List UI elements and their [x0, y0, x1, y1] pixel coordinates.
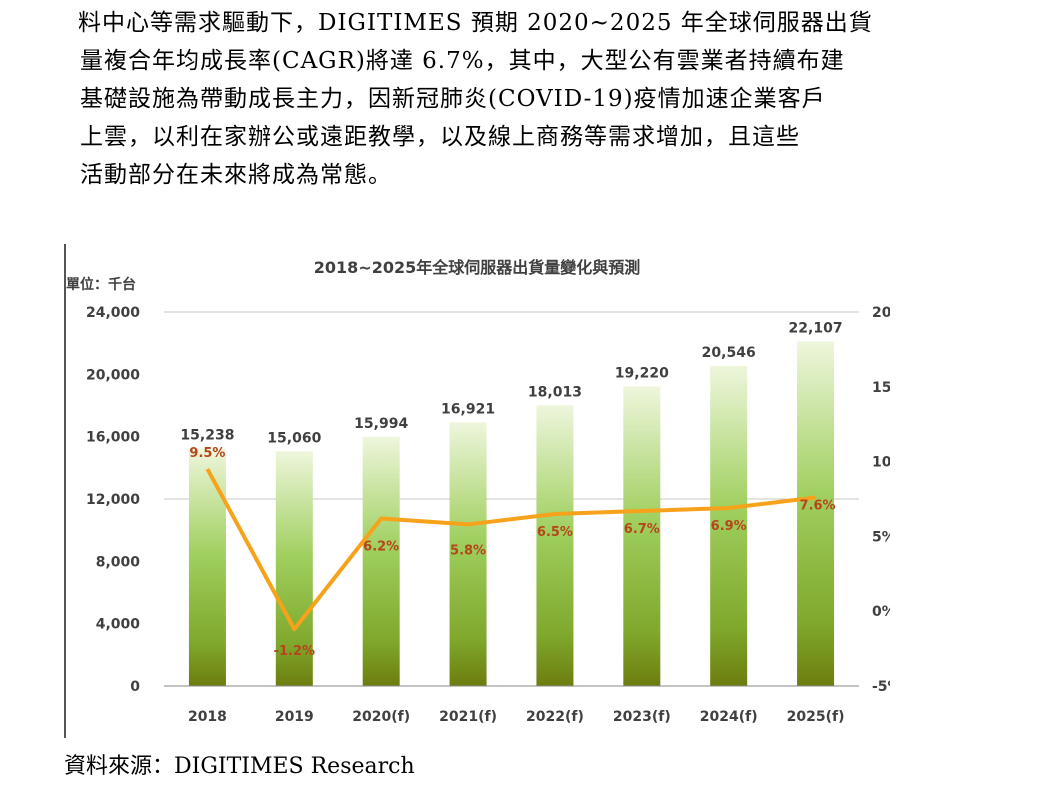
y-right-tick-label: 20%	[872, 305, 890, 321]
y-left-tick-label: 0	[130, 679, 140, 695]
y-right-tick-label: 0%	[872, 604, 890, 620]
paragraph-line: 基礎設施為帶動成長主力，因新冠肺炎(COVID-19)疫情加速企業客戶	[80, 86, 826, 112]
bar	[275, 451, 313, 686]
bar	[362, 436, 400, 686]
growth-rate-label: 5.8%	[450, 543, 486, 558]
x-tick-label: 2018	[188, 709, 227, 725]
bar	[797, 341, 835, 686]
bar-value-label: 15,994	[354, 416, 408, 432]
bar-value-label: 18,013	[528, 384, 582, 400]
x-tick-label: 2025(f)	[787, 709, 845, 725]
y-right-tick-label: 15%	[872, 380, 890, 396]
bar	[623, 386, 661, 686]
growth-rate-label: 7.6%	[800, 499, 836, 514]
chart-plot: 0 4,000 8,000 12,000 16,000 20,000 24,000 -5% 0%…	[86, 305, 890, 725]
bar-value-label: 20,546	[702, 345, 756, 361]
bar-value-label: 16,921	[441, 401, 495, 417]
y-right-tick-label: 10%	[872, 455, 890, 471]
growth-rate-label: 9.5%	[189, 446, 225, 461]
chart-left-border	[64, 244, 66, 738]
bar	[188, 448, 226, 686]
y-left-tick-label: 12,000	[86, 492, 140, 508]
bar	[449, 422, 487, 686]
bar-value-label: 15,060	[267, 430, 321, 446]
y-left-tick-label: 24,000	[86, 305, 140, 321]
source-caption: 資料來源：DIGITIMES Research	[64, 754, 415, 779]
unit-label: 單位：千台	[66, 277, 136, 293]
growth-rate-label: 6.2%	[363, 539, 399, 554]
growth-rate-label: -1.2%	[274, 644, 315, 659]
x-tick-label: 2023(f)	[613, 709, 671, 725]
y-left-tick-label: 8,000	[96, 554, 141, 570]
bar-value-label: 15,238	[180, 428, 234, 444]
bar	[710, 365, 748, 686]
chart-title: 2018~2025年全球伺服器出貨量變化與預測	[313, 258, 641, 277]
server-shipment-chart: 2018~2025年全球伺服器出貨量變化與預測 單位：千台 0 4,000 8,00…	[64, 244, 890, 738]
x-tick-label: 2020(f)	[352, 709, 410, 725]
paragraph-line: 上雲，以利在家辦公或遠距教學，以及線上商務等需求增加，且這些	[80, 124, 800, 150]
paragraph-line: 料中心等需求驅動下，DIGITIMES 預期 2020~2025 年全球伺服器出…	[78, 10, 873, 36]
bar	[536, 405, 574, 686]
growth-rate-label: 6.7%	[624, 522, 660, 537]
y-left-tick-label: 20,000	[86, 367, 140, 383]
y-right-tick-label: -5%	[872, 679, 890, 695]
paragraph-line: 活動部分在未來將成為常態。	[80, 162, 392, 188]
growth-rate-label: 6.9%	[711, 519, 747, 534]
x-tick-label: 2022(f)	[526, 709, 584, 725]
x-tick-label: 2019	[275, 709, 314, 725]
y-right-tick-label: 5%	[872, 529, 890, 545]
growth-rate-label: 6.5%	[537, 525, 573, 540]
growth-rate-line	[205, 468, 816, 632]
bar-value-label: 22,107	[789, 320, 843, 336]
y-left-tick-label: 16,000	[86, 430, 140, 446]
paragraph-line: 量複合年均成長率(CAGR)將達 6.7%，其中，大型公有雲業者持續布建	[80, 48, 845, 74]
bar-value-label: 19,220	[615, 365, 669, 381]
article-paragraph: 料中心等需求驅動下，DIGITIMES 預期 2020~2025 年全球伺服器出…	[78, 4, 1010, 194]
y-left-tick-label: 4,000	[96, 617, 141, 633]
x-tick-label: 2021(f)	[439, 709, 497, 725]
x-tick-label: 2024(f)	[700, 709, 758, 725]
